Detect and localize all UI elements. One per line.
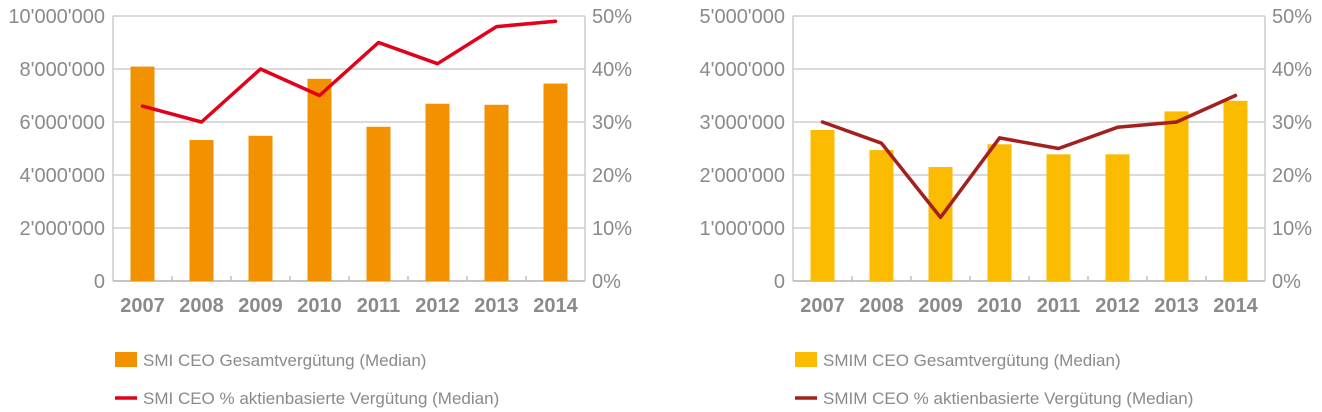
y-left-tick-label: 2'000'000 bbox=[700, 165, 786, 187]
x-tick-label: 2013 bbox=[474, 295, 519, 317]
bar-2010 bbox=[987, 144, 1012, 281]
line-point-2007 bbox=[821, 120, 824, 124]
x-tick-label: 2010 bbox=[297, 295, 342, 317]
bar-2010 bbox=[307, 78, 332, 282]
line-point-2009 bbox=[939, 215, 942, 219]
y-right-tick-label: 40% bbox=[1272, 59, 1312, 81]
y-right-tick-label: 30% bbox=[1272, 112, 1312, 134]
line-point-2014 bbox=[1234, 94, 1237, 97]
y-right-tick-label: 10% bbox=[1272, 218, 1312, 240]
x-tick-label: 2007 bbox=[800, 295, 845, 317]
line-point-2014 bbox=[554, 19, 557, 23]
legend-label: SMI CEO Gesamtvergütung (Median) bbox=[143, 351, 426, 370]
x-tick-label: 2008 bbox=[179, 295, 224, 317]
legend-label: SMIM CEO Gesamtvergütung (Median) bbox=[823, 351, 1121, 370]
line-point-2010 bbox=[998, 136, 1001, 140]
line-point-2012 bbox=[1116, 125, 1119, 129]
x-tick-label: 2014 bbox=[533, 295, 578, 317]
x-tick-label: 2014 bbox=[1213, 295, 1258, 317]
bar-2013 bbox=[1164, 111, 1189, 282]
y-left-tick-label: 0 bbox=[774, 271, 785, 293]
bar-2008 bbox=[189, 140, 214, 281]
chart-2: 0 1'000'000 2'000'000 3'000'000 4'000'000 5'0… bbox=[700, 6, 1313, 408]
bar-2007 bbox=[810, 129, 835, 281]
bar-2011 bbox=[1046, 154, 1071, 281]
y-right-tick-label: 10% bbox=[592, 218, 632, 240]
y-left-tick-label: 8'000'000 bbox=[20, 59, 106, 81]
y-right-tick-label: 20% bbox=[592, 165, 632, 187]
bar-2011 bbox=[366, 126, 391, 282]
bar-2014 bbox=[1223, 100, 1248, 281]
legend-swatch-bar bbox=[115, 352, 137, 367]
y-right-tick-label: 50% bbox=[1272, 6, 1312, 28]
x-tick-label: 2013 bbox=[1154, 295, 1199, 317]
y-right-tick-label: 40% bbox=[592, 59, 632, 81]
x-tick-label: 2008 bbox=[859, 295, 904, 317]
x-tick-label: 2011 bbox=[357, 295, 400, 317]
y-right-tick-label: 0% bbox=[1272, 271, 1301, 293]
bar-2012 bbox=[425, 103, 450, 281]
line-point-2011 bbox=[1057, 147, 1060, 150]
y-left-tick-label: 0 bbox=[94, 271, 105, 293]
line-point-2008 bbox=[880, 141, 883, 145]
chart-1: 0 2'000'000 4'000'000 6'000'000 8'000'000 10'… bbox=[8, 6, 632, 408]
bar-2012 bbox=[1105, 154, 1130, 281]
line-point-2007 bbox=[141, 104, 144, 108]
bar-2007 bbox=[130, 66, 155, 282]
line-point-2009 bbox=[259, 67, 262, 71]
y-right-tick-label: 20% bbox=[1272, 165, 1312, 187]
y-left-tick-label: 5'000'000 bbox=[700, 6, 786, 28]
line-point-2012 bbox=[436, 62, 439, 66]
line-point-2008 bbox=[200, 120, 203, 124]
bar-2009 bbox=[248, 135, 273, 281]
legend-label: SMI CEO % aktienbasierte Vergütung (Medi… bbox=[143, 389, 499, 408]
x-tick-label: 2009 bbox=[918, 295, 963, 317]
line-series bbox=[820, 93, 1238, 220]
bar-2008 bbox=[869, 150, 894, 281]
x-tick-label: 2009 bbox=[238, 295, 283, 317]
x-tick-label: 2010 bbox=[977, 295, 1022, 317]
y-left-tick-label: 4'000'000 bbox=[20, 165, 106, 187]
y-right-tick-label: 50% bbox=[592, 6, 632, 28]
legend-label: SMIM CEO % aktienbasierte Vergütung (Med… bbox=[823, 389, 1193, 408]
y-left-tick-label: 2'000'000 bbox=[20, 218, 106, 240]
bar-2014 bbox=[543, 83, 568, 281]
legend-swatch-bar bbox=[795, 352, 817, 367]
line-point-2013 bbox=[495, 25, 498, 29]
x-tick-label: 2012 bbox=[1095, 295, 1140, 317]
line-point-2011 bbox=[377, 41, 380, 44]
y-right-tick-label: 30% bbox=[592, 112, 632, 134]
line-series bbox=[140, 19, 558, 124]
line-point-2010 bbox=[318, 94, 321, 97]
y-left-tick-label: 6'000'000 bbox=[20, 112, 106, 134]
y-left-tick-label: 1'000'000 bbox=[700, 218, 786, 240]
line-point-2013 bbox=[1175, 120, 1178, 124]
x-tick-label: 2012 bbox=[415, 295, 460, 317]
x-tick-label: 2011 bbox=[1037, 295, 1080, 317]
bar-2009 bbox=[928, 167, 953, 281]
y-left-tick-label: 3'000'000 bbox=[700, 112, 786, 134]
bar-2013 bbox=[484, 104, 509, 282]
y-left-tick-label: 10'000'000 bbox=[8, 6, 105, 28]
x-tick-label: 2007 bbox=[120, 295, 165, 317]
y-left-tick-label: 4'000'000 bbox=[700, 59, 786, 81]
y-right-tick-label: 0% bbox=[592, 271, 621, 293]
